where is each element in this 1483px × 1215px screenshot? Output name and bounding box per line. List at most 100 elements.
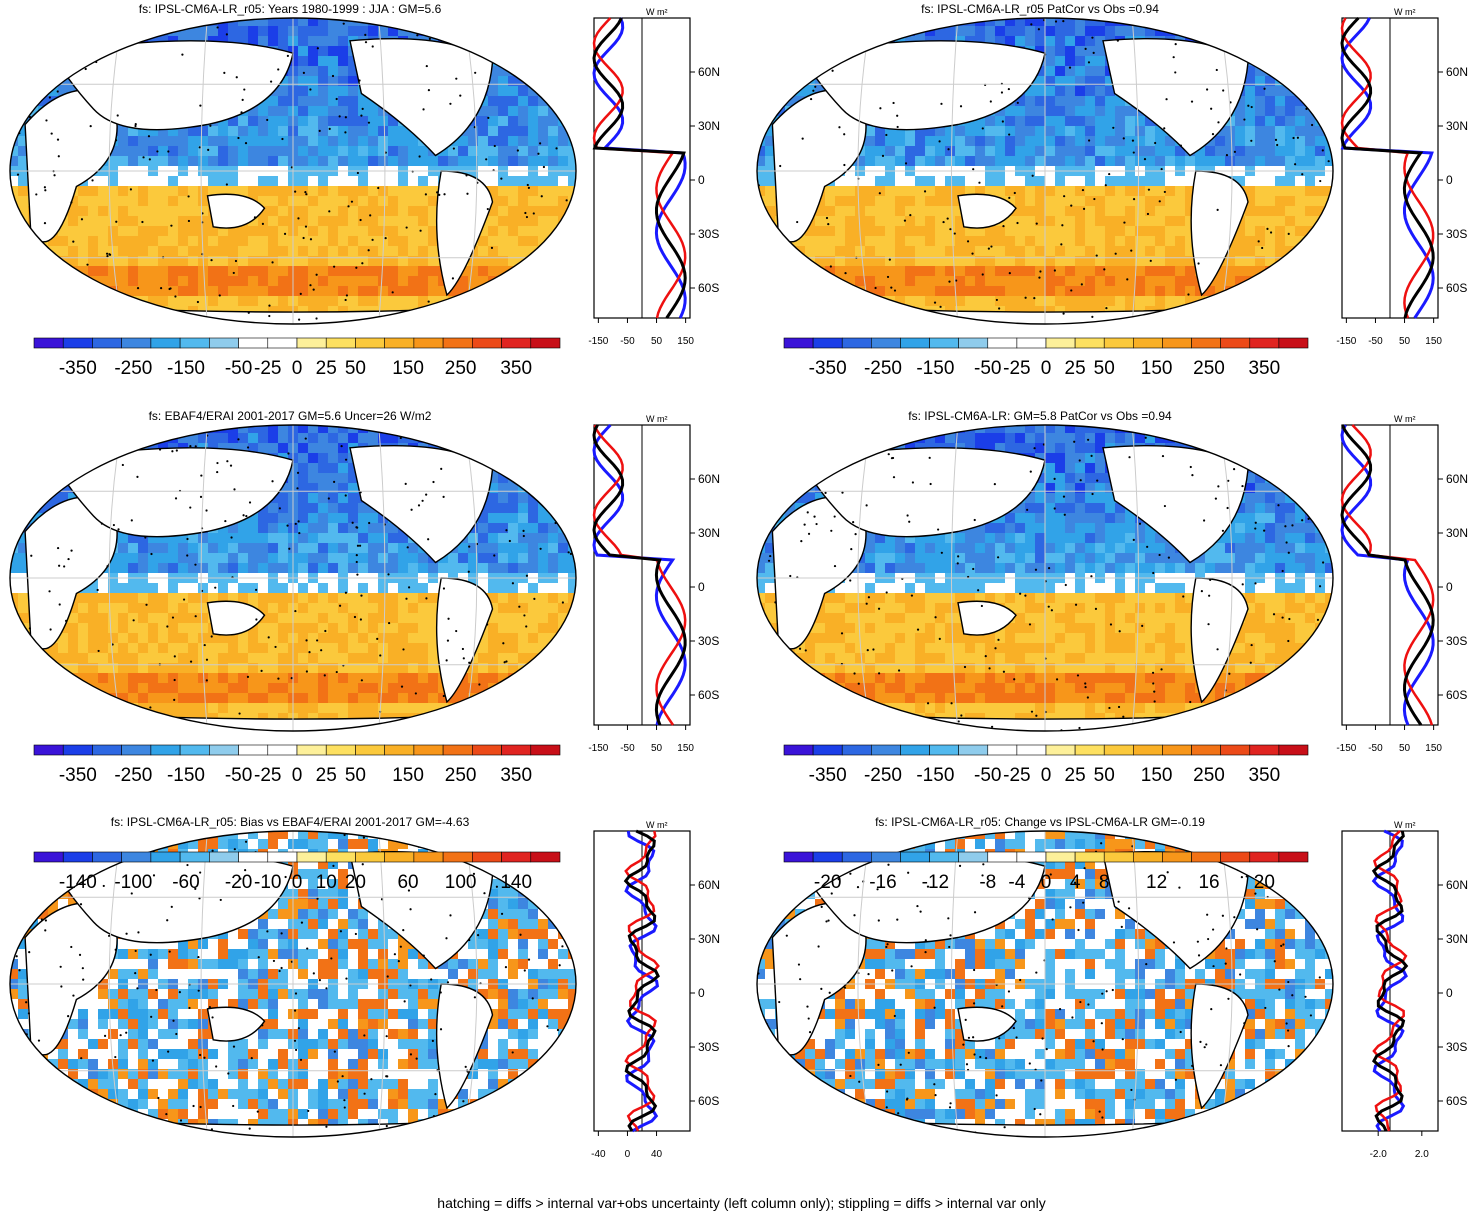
- stipple-dot: [125, 932, 128, 935]
- stipple-dot: [1063, 195, 1066, 198]
- stipple-dot: [1029, 470, 1032, 473]
- stipple-dot: [1077, 928, 1080, 932]
- stipple-dot: [793, 492, 796, 495]
- map-plot: [756, 17, 1334, 325]
- stipple-dot: [852, 521, 855, 524]
- stipple-dot: [1305, 482, 1308, 485]
- stipple-dot: [920, 432, 923, 436]
- stipple-dot: [293, 1039, 297, 1042]
- stipple-dot: [417, 504, 421, 507]
- stipple-dot: [438, 193, 441, 196]
- stipple-dot: [554, 507, 557, 511]
- stipple-dot: [473, 996, 476, 999]
- stipple-dot: [1100, 842, 1103, 845]
- stipple-dot: [241, 98, 244, 102]
- stipple-dot: [135, 431, 138, 435]
- stipple-dot: [277, 68, 280, 71]
- stipple-dot: [1199, 436, 1202, 439]
- stipple-dot: [973, 968, 976, 972]
- stipple-dot: [923, 190, 927, 193]
- stipple-dot: [225, 183, 228, 186]
- stipple-dot: [808, 1031, 812, 1034]
- stipple-dot: [546, 505, 549, 508]
- stipple-dot: [37, 1039, 41, 1042]
- colorbar-tick-label: 50: [1094, 358, 1115, 379]
- stipple-dot: [1291, 524, 1294, 527]
- stipple-dot: [1024, 296, 1027, 299]
- stipple-dot: [495, 885, 498, 888]
- stipple-dot: [449, 914, 452, 917]
- colorbar-swatch: [1133, 851, 1163, 863]
- stipple-dot: [1104, 184, 1107, 187]
- stipple-dot: [92, 1114, 96, 1118]
- colorbar-tick-label: -350: [59, 765, 97, 786]
- stipple-dot: [940, 551, 943, 554]
- stipple-dot: [1154, 141, 1157, 145]
- stipple-dot: [1049, 873, 1052, 876]
- stipple-dot: [980, 604, 983, 608]
- stipple-dot: [218, 294, 221, 297]
- stipple-dot: [367, 121, 371, 124]
- stipple-dot: [294, 190, 297, 193]
- stipple-dot: [1315, 297, 1318, 300]
- stipple-dot: [462, 657, 465, 660]
- stipple-dot: [302, 71, 305, 74]
- stipple-dot: [907, 1051, 910, 1054]
- stipple-dot: [800, 540, 803, 543]
- stipple-dot: [1285, 1097, 1288, 1100]
- stipple-dot: [214, 586, 217, 589]
- stipple-dot: [1137, 323, 1140, 324]
- zonal-unit: W m²: [1394, 414, 1416, 424]
- stipple-dot: [825, 216, 829, 220]
- stipple-dot: [175, 1032, 178, 1036]
- stipple-dot: [1206, 88, 1209, 91]
- stipple-dot: [1286, 1029, 1290, 1032]
- stipple-dot: [829, 265, 832, 268]
- colorbar: -350 -250 -150 -50 -25 0 25 50 150 250 350: [783, 744, 1309, 786]
- stipple-dot: [1108, 172, 1111, 176]
- stipple-dot: [796, 220, 799, 224]
- stipple-dot: [418, 155, 421, 158]
- stipple-dot: [1127, 907, 1131, 910]
- stipple-dot: [886, 275, 890, 279]
- stipple-dot: [72, 994, 75, 997]
- stipple-dot: [505, 529, 508, 532]
- stipple-dot: [906, 1097, 909, 1100]
- x-tick-label: 50: [651, 336, 663, 347]
- stipple-dot: [1240, 876, 1243, 879]
- stipple-dot: [1101, 1048, 1104, 1051]
- stipple-dot: [1243, 118, 1246, 121]
- stipple-dot: [1210, 1007, 1213, 1011]
- stipple-dot: [827, 919, 830, 922]
- stipple-dot: [1220, 30, 1223, 33]
- stipple-dot: [1182, 595, 1185, 598]
- stipple-dot: [525, 298, 528, 301]
- stipple-dot: [466, 832, 469, 835]
- stipple-dot: [478, 683, 481, 686]
- stipple-dot: [1120, 925, 1123, 929]
- stipple-dot: [1261, 246, 1264, 250]
- meridian-line: [108, 831, 123, 1137]
- stipple-dot: [516, 149, 519, 152]
- stipple-dot: [340, 445, 343, 448]
- lat-tick-label: 60N: [698, 65, 720, 79]
- stipple-dot: [427, 300, 430, 303]
- stipple-dot: [967, 1036, 971, 1039]
- colorbar-tick-label: -150: [916, 765, 954, 786]
- stipple-dot: [538, 1133, 541, 1137]
- stipple-dot: [226, 460, 229, 463]
- stipple-dot: [1092, 51, 1095, 54]
- colorbar-tick-label: -50: [225, 358, 252, 379]
- lat-tick-label: 30N: [1446, 526, 1468, 540]
- stipple-dot: [419, 229, 422, 232]
- stipple-dot: [1111, 988, 1114, 992]
- stipple-dot: [130, 519, 133, 522]
- stipple-dot: [188, 1006, 191, 1010]
- stipple-dot: [338, 115, 341, 118]
- stipple-dot: [371, 238, 374, 241]
- stipple-dot: [531, 1088, 535, 1091]
- stipple-dot: [1030, 710, 1034, 713]
- stipple-dot: [1034, 1068, 1037, 1071]
- stipple-dot: [1103, 268, 1106, 271]
